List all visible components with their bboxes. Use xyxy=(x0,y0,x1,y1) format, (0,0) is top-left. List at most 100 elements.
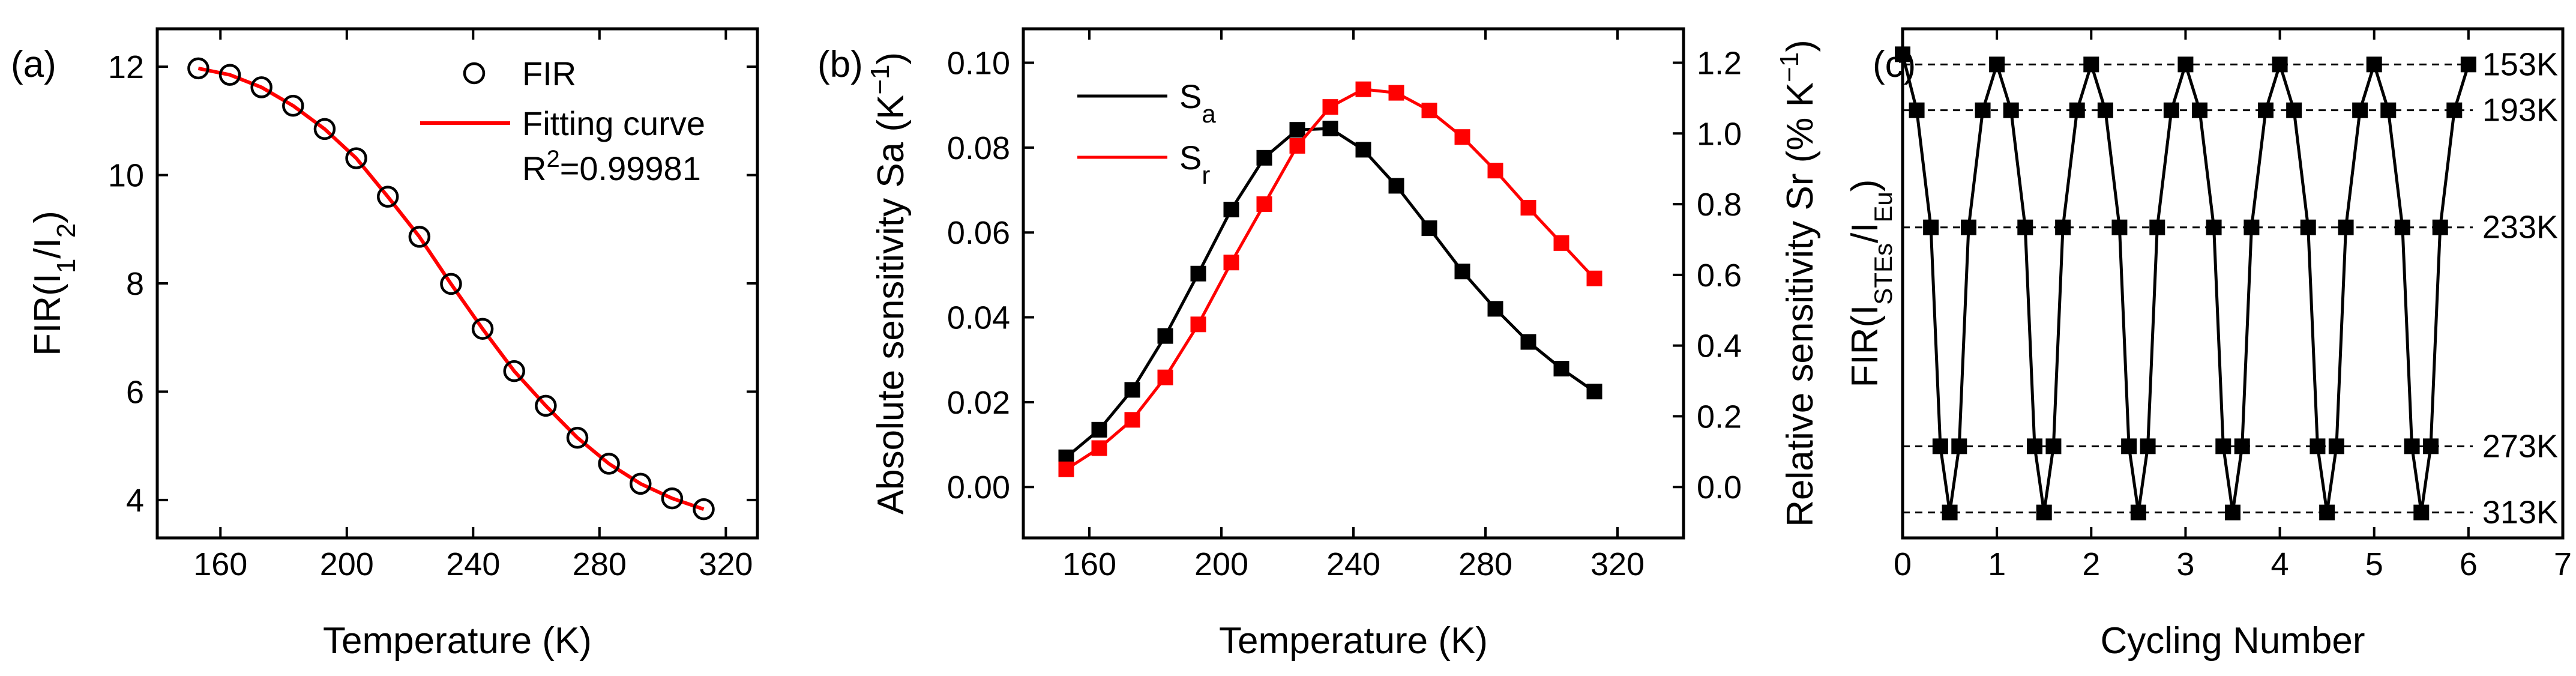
cycling-point xyxy=(2149,219,2165,235)
cycling-point xyxy=(2036,504,2052,521)
y-tick-label: 6 xyxy=(126,374,144,410)
panel-c-y-label: FIR(ISTEs/IEu) xyxy=(1844,180,1897,388)
cycling-point xyxy=(2286,102,2302,118)
fir-point xyxy=(282,94,304,117)
cycling-point xyxy=(2140,438,2156,454)
cycling-point xyxy=(2243,219,2260,235)
panel-a-ticks: 160 200 240 280 320 4 6 8 10 12 xyxy=(108,29,757,582)
x-tick-label: 240 xyxy=(1326,546,1380,582)
cycling-point xyxy=(2097,102,2113,118)
panel-c-frame xyxy=(1901,27,2565,540)
x-tick-label: 5 xyxy=(2365,546,2383,582)
cycling-point xyxy=(2258,102,2274,118)
sr-line xyxy=(1065,88,1596,471)
fir-point xyxy=(376,186,399,208)
panel-b-ticks: 160 200 240 280 320 0.00 0.02 0.04 0.06 0.08 0.10 0… xyxy=(947,29,1742,582)
cycling-point xyxy=(2225,504,2240,521)
panel-a-x-label: Temperature (K) xyxy=(323,620,592,662)
cycling-point xyxy=(1909,102,1925,118)
sa-point xyxy=(1124,382,1140,398)
fir-point xyxy=(566,426,589,449)
cycling-point xyxy=(2328,438,2344,454)
cycling-point xyxy=(2380,102,2397,118)
fir-point xyxy=(345,147,367,169)
sr-point xyxy=(1289,137,1305,154)
cycling-point xyxy=(2432,219,2448,235)
y-tick-label-left: 0.02 xyxy=(947,385,1010,421)
cycling-point xyxy=(1975,102,1991,118)
fir-point xyxy=(693,498,715,521)
y-tick-label: 10 xyxy=(108,158,144,194)
panel-a-legend: FIR Fitting curve R2=0.99981 xyxy=(420,55,705,187)
sr-point xyxy=(1223,255,1239,271)
x-tick-label: 200 xyxy=(1194,546,1248,582)
fir-point xyxy=(535,394,557,417)
panel-a-y-label: FIR(I1/I2) xyxy=(27,211,81,356)
cycling-point xyxy=(1961,219,1976,235)
y-tick-label-right: 0.6 xyxy=(1697,258,1742,294)
cycling-point xyxy=(2003,102,2019,118)
sr-point xyxy=(1454,129,1470,145)
cycling-point xyxy=(2404,438,2420,454)
cycling-point xyxy=(2192,102,2207,118)
cycling-point xyxy=(2083,56,2099,73)
fir-point xyxy=(598,453,620,475)
legend-fir-marker xyxy=(463,62,486,85)
fir-point xyxy=(218,64,241,86)
panel-c-data: 153K 193K 233K 273K 313K xyxy=(1895,46,2558,531)
panel-b-label: (b) xyxy=(817,44,863,85)
x-tick-label: 160 xyxy=(193,546,247,582)
cycling-point xyxy=(1923,219,1939,235)
cycling-point xyxy=(2394,219,2410,235)
cycling-point xyxy=(2300,219,2316,235)
cycling-point xyxy=(2272,56,2288,73)
panel-b-y-label-right: Relative sensitivity Sr (% K−1) xyxy=(1775,40,1822,527)
legend-r2-label: R2=0.99981 xyxy=(522,146,701,187)
fir-point xyxy=(440,273,462,295)
y-tick-label-right: 0.4 xyxy=(1697,328,1742,364)
panel-b-frame xyxy=(1022,27,1685,540)
x-tick-label: 1 xyxy=(1988,546,2006,582)
x-tick-label: 200 xyxy=(320,546,374,582)
sa-point xyxy=(1091,421,1107,438)
panel-a-label: (a) xyxy=(11,44,56,85)
x-tick-label: 6 xyxy=(2460,546,2478,582)
y-tick-label-right: 0.8 xyxy=(1697,187,1742,223)
reference-label-313k: 313K xyxy=(2482,495,2558,531)
cycling-point xyxy=(2111,219,2128,235)
reference-label-233k: 233K xyxy=(2482,210,2558,246)
cycling-point xyxy=(2121,438,2137,454)
y-tick-label-left: 0.10 xyxy=(947,46,1010,82)
fir-point xyxy=(187,57,209,80)
sa-point xyxy=(1223,202,1239,218)
x-tick-label: 280 xyxy=(573,546,627,582)
y-tick-label-right: 1.2 xyxy=(1697,46,1742,82)
panel-b: (b) 160 200 240 280 320 0.00 0.02 0.04 0.06 0.08 0… xyxy=(817,27,1822,662)
sa-point xyxy=(1256,149,1272,166)
sr-point xyxy=(1322,99,1338,115)
cycling-point xyxy=(2163,102,2179,118)
sr-point xyxy=(1421,103,1437,119)
sr-point xyxy=(1586,270,1602,286)
sr-point xyxy=(1256,196,1272,213)
y-tick-label: 8 xyxy=(126,266,144,302)
panel-b-x-label: Temperature (K) xyxy=(1219,620,1488,662)
sr-point xyxy=(1058,461,1074,477)
y-tick-label-right: 0.2 xyxy=(1697,399,1742,435)
cycling-point xyxy=(2446,102,2463,118)
y-tick-label-left: 0.00 xyxy=(947,469,1010,505)
cycling-point xyxy=(2338,219,2354,235)
panel-b-y-label-left: Absolute sensitivity Sa (K−1) xyxy=(865,52,912,515)
cycling-point xyxy=(1951,438,1967,454)
x-tick-label: 4 xyxy=(2271,546,2289,582)
x-tick-label: 3 xyxy=(2176,546,2194,582)
cycling-point xyxy=(2215,438,2231,454)
legend-sa-label: Sa xyxy=(1179,77,1216,128)
cycling-point xyxy=(2460,56,2476,73)
panel-a-data xyxy=(187,57,715,521)
sa-point xyxy=(1454,264,1470,280)
cycling-point xyxy=(2352,102,2368,118)
y-tick-label-left: 0.06 xyxy=(947,215,1010,251)
panel-c-ticks: 0 1 2 3 4 5 6 7 xyxy=(1894,29,2572,582)
sa-point xyxy=(1421,220,1437,237)
